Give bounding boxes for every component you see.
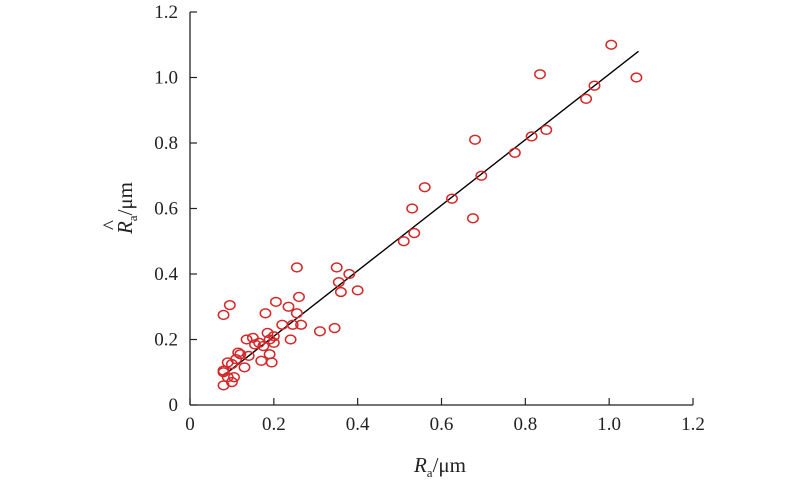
data-point [259,308,272,319]
data-point [225,376,238,388]
data-point [240,334,253,345]
x-axis-label: Ra/μm [413,453,466,480]
data-point [351,285,364,296]
x-tick-label: 0 [185,414,195,435]
svg-text:Ra/μm: Ra/μm [113,182,140,235]
data-point [313,326,326,337]
x-tick-label: 1.2 [681,414,705,435]
data-point [232,347,245,358]
x-axis-label-unit: /μm [433,453,466,477]
data-point [228,372,240,383]
data-point [525,131,538,142]
data-point [330,262,343,273]
y-tick-label: 0.6 [154,199,178,220]
x-axis-label-sub: a [427,465,433,480]
x-tick-label: 1.0 [597,414,621,435]
data-point [217,309,230,321]
y-axis-label-unit: /μm [113,182,137,215]
y-axis-label-hat: ^ [98,220,122,230]
data-point [630,72,643,83]
data-point [253,337,266,348]
data-point [334,286,347,298]
data-point [508,147,521,158]
data-points [217,39,643,391]
data-point [469,134,481,145]
data-point [295,319,308,330]
data-point [332,277,345,288]
y-tick-label: 0.4 [154,264,178,285]
x-axis-label-main: R [413,453,427,477]
data-point [343,268,356,280]
data-point [588,80,601,91]
data-point [242,350,255,362]
data-point [408,227,421,239]
data-point [290,262,303,273]
data-point [265,357,278,368]
data-point [540,124,553,136]
data-point [238,362,251,373]
x-tick-label: 0.4 [346,414,370,435]
data-point [261,327,274,339]
data-point [475,170,488,181]
fit-line-group [223,50,639,377]
data-point [580,93,593,104]
y-axis-label-sub: a [125,215,140,221]
data-point [446,193,458,204]
y-tick-label: 1.0 [154,68,178,89]
x-tick-label: 0.6 [430,414,454,435]
data-point [418,182,431,193]
data-point [234,349,247,360]
data-point [269,296,282,307]
data-point [255,355,268,366]
fit-line [223,50,639,377]
y-tick-label: 0 [169,395,179,416]
data-point [397,236,410,247]
data-point [276,319,289,330]
data-point [406,203,419,214]
data-point [267,331,280,342]
x-tick-label: 0.8 [513,414,537,435]
y-axis-label: Ra/μm ^ [98,182,140,235]
y-tick-label: 0.2 [154,330,178,351]
data-point [267,337,280,348]
data-point [223,299,236,311]
data-point [290,308,303,319]
data-point [263,349,276,360]
data-point [284,334,297,345]
data-point [328,322,341,334]
data-point [263,334,276,345]
data-point [286,319,299,330]
data-point [534,69,546,80]
y-tick-label: 1.2 [154,2,178,23]
data-point [282,301,295,312]
data-point [293,291,305,303]
x-tick-label: 0.2 [262,414,286,435]
axes [189,11,694,406]
data-point [605,39,618,50]
data-point [466,213,479,224]
y-tick-label: 0.8 [154,133,178,154]
tick-labels: 0 0.2 0.4 0.6 0.8 1.0 1.2 0 0.2 0.4 0.6 0.8 1.0 1.2 [154,2,705,435]
data-point [257,340,270,352]
y-axis-label-main: R [113,221,137,235]
